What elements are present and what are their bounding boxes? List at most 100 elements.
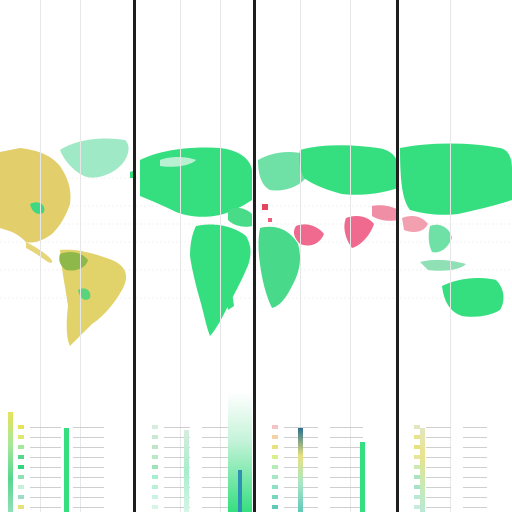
legend-tick [426,436,451,438]
legend-swatch [18,425,24,429]
red-marker-2 [268,218,272,222]
panel-1-legend [4,400,132,512]
legend-row [18,424,128,430]
panel-2-blue-strip [238,470,242,512]
central-america-shape [26,242,53,263]
grid-line-v [180,0,181,512]
panel-3-legend [258,400,394,512]
legend-tick [462,426,487,428]
panel-2-legend [138,400,252,512]
legend-tick [30,506,61,508]
legend-swatch [272,455,278,459]
legend-swatch [272,505,278,509]
legend-tick [426,496,451,498]
indochina-shape [428,224,452,253]
legend-tick [329,486,364,488]
grid-line-v [450,0,451,512]
legend-tick [30,446,61,448]
middle-east-patch [228,207,252,227]
legend-row [152,434,248,440]
panel-4-color-bar [420,428,425,512]
legend-row [152,504,248,510]
panel-divider [253,0,256,512]
legend-row [18,434,128,440]
grid-line-v [220,0,221,512]
panel-divider [396,0,399,512]
legend-row [272,474,390,480]
africa-north-shape [258,226,300,308]
legend-tick [329,436,364,438]
russia-shape [299,145,398,195]
madagascar-shape [226,292,234,310]
legend-swatch [414,435,420,439]
legend-swatch [152,465,158,469]
legend-swatch [152,475,158,479]
panel-1-value-bar [64,428,69,512]
grid-line-v [300,0,301,512]
legend-swatch [152,435,158,439]
map-panel-1-americas [0,138,136,346]
legend-tick [426,486,451,488]
grid-line-v [350,0,351,512]
grid-line-v [80,0,81,512]
legend-row [272,434,390,440]
legend-row [18,494,128,500]
legend-tick [72,496,104,498]
red-marker-west [262,204,268,210]
legend-row [414,484,506,490]
legend-tick [30,456,61,458]
legend-tick [462,446,487,448]
legend-tick [72,456,104,458]
legend-row [414,444,506,450]
legend-tick [462,466,487,468]
panel-3-value-bar [360,442,365,512]
legend-tick [426,426,451,428]
legend-row [152,464,248,470]
legend-row [414,494,506,500]
legend-tick [30,496,61,498]
legend-row [152,454,248,460]
legend-row [152,474,248,480]
legend-swatch [18,435,24,439]
legend-row [272,484,390,490]
legend-tick [462,436,487,438]
legend-row [18,454,128,460]
legend-tick [329,426,364,428]
legend-row [18,504,128,510]
legend-tick [462,456,487,458]
legend-row [272,494,390,500]
legend-row [414,464,506,470]
legend-tick [201,456,228,458]
legend-swatch [272,445,278,449]
legend-row [414,424,506,430]
legend-tick [329,466,364,468]
legend-swatch [152,455,158,459]
legend-tick [201,426,228,428]
legend-tick [426,446,451,448]
grid-line-v [40,0,41,512]
north-america-shape [0,148,71,243]
legend-row [414,504,506,510]
legend-swatch [414,445,420,449]
legend-tick [164,506,190,508]
panel-1-color-bar [8,412,13,512]
legend-tick [462,486,487,488]
legend-tick [462,476,487,478]
south-asia-pink [344,216,374,248]
legend-tick [72,446,104,448]
legend-swatch [414,485,420,489]
legend-tick [30,436,61,438]
legend-tick [30,466,61,468]
legend-swatch [18,445,24,449]
legend-swatch [18,475,24,479]
legend-swatch [18,465,24,469]
legend-tick [164,466,190,468]
legend-swatch [152,495,158,499]
legend-tick [164,476,190,478]
legend-tick [164,456,190,458]
legend-swatch [414,455,420,459]
greenland-shape [60,138,129,178]
panel-3-color-bar [298,428,303,512]
